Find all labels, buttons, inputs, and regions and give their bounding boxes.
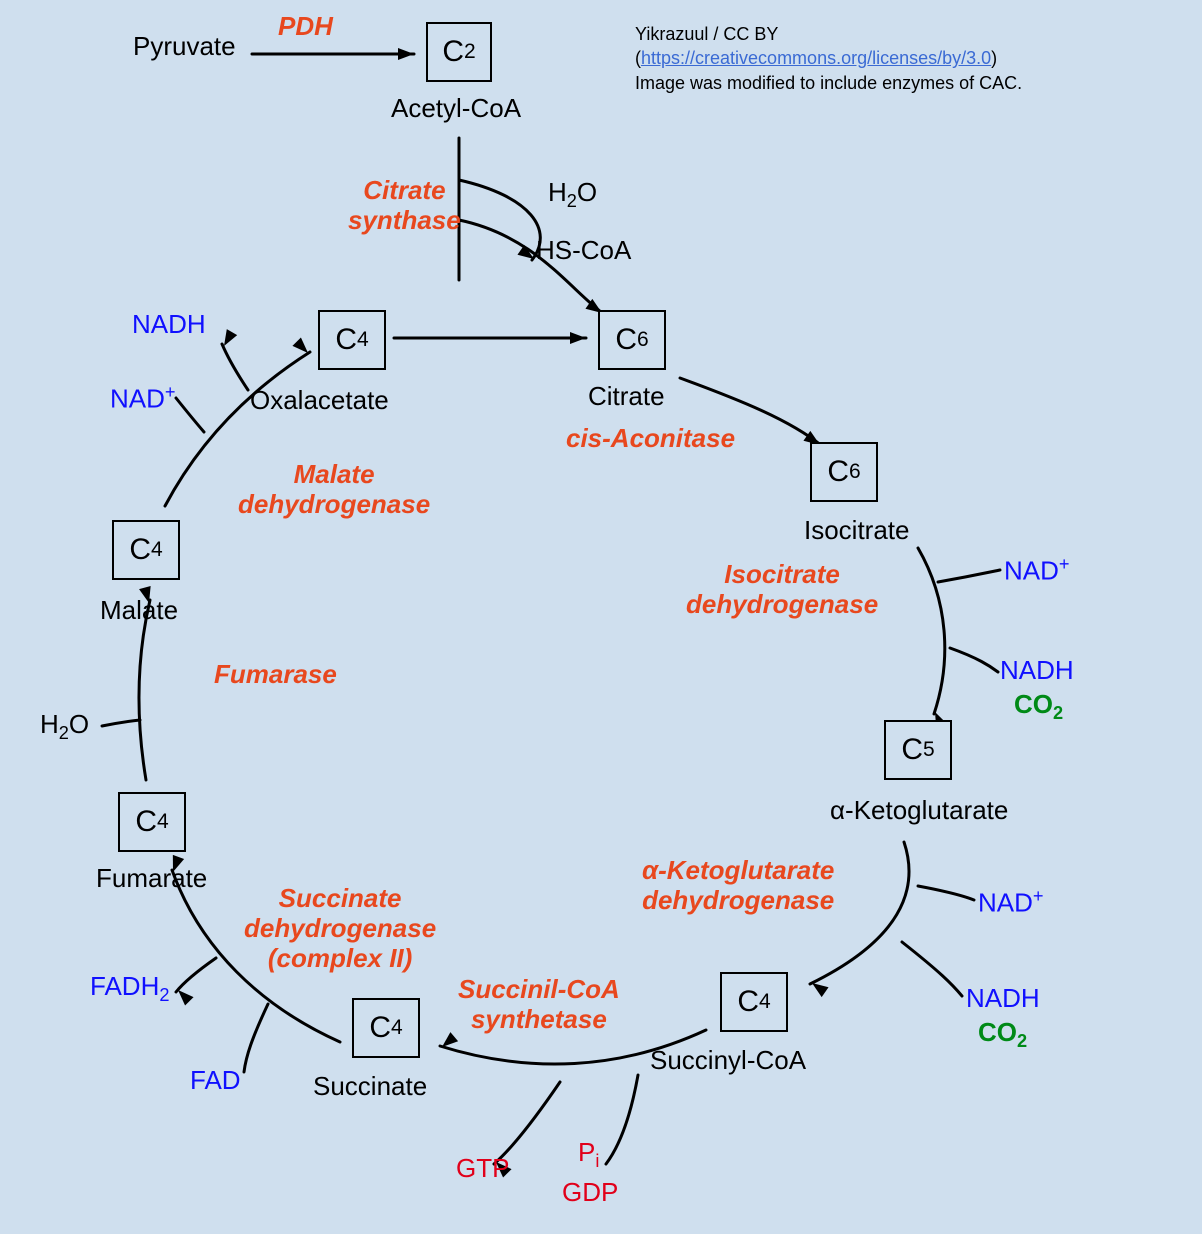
label-pyruvate: Pyruvate — [133, 32, 236, 62]
label-gdp: GDP — [562, 1178, 618, 1208]
label-h2o_left: H2O — [40, 710, 89, 744]
enzyme-isodh: Isocitratedehydrogenase — [686, 560, 878, 620]
label-hscoa: HS-CoA — [536, 236, 631, 266]
carbon-box-c6b: C6 — [810, 442, 878, 502]
label-nadh_tl: NADH — [132, 310, 206, 340]
label-nadp_r1: NAD+ — [1004, 554, 1070, 587]
label-succcoa: Succinyl-CoA — [650, 1046, 806, 1076]
label-nadh_r1: NADH — [1000, 656, 1074, 686]
label-nadp_r2: NAD+ — [978, 886, 1044, 919]
enzyme-citsyn: Citratesynthase — [348, 176, 461, 236]
carbon-box-c4d: C4 — [352, 998, 420, 1058]
label-co2_r1: CO2 — [1014, 690, 1063, 724]
label-succinate: Succinate — [313, 1072, 427, 1102]
carbon-box-c4a: C4 — [318, 310, 386, 370]
enzyme-pdh: PDH — [278, 12, 333, 42]
carbon-box-c5: C5 — [884, 720, 952, 780]
enzyme-maldh: Malatedehydrogenase — [238, 460, 430, 520]
label-fumarate: Fumarate — [96, 864, 207, 894]
attribution-line3: Image was modified to include enzymes of… — [635, 73, 1022, 93]
label-isocitrate: Isocitrate — [804, 516, 910, 546]
label-oxalacetate: Oxalacetate — [250, 386, 389, 416]
carbon-box-c4c: C4 — [118, 792, 186, 852]
label-pi: Pi — [578, 1138, 599, 1172]
enzyme-fumarase: Fumarase — [214, 660, 337, 690]
label-akg: α-Ketoglutarate — [830, 796, 1008, 826]
carbon-box-c6a: C6 — [598, 310, 666, 370]
label-malate: Malate — [100, 596, 178, 626]
carbon-box-c2: C2 — [426, 22, 492, 82]
label-nadp_tl: NAD+ — [110, 382, 176, 415]
enzyme-cisacon: cis-Aconitase — [566, 424, 735, 454]
enzyme-succoas: Succinil-CoAsynthetase — [458, 975, 620, 1035]
carbon-box-c4e: C4 — [720, 972, 788, 1032]
carbon-box-c4b: C4 — [112, 520, 180, 580]
label-gtp: GTP — [456, 1154, 509, 1184]
attribution-line1: Yikrazuul / CC BY — [635, 24, 778, 44]
label-h2o_top: H2O — [548, 178, 597, 212]
label-fad: FAD — [190, 1066, 241, 1096]
enzyme-succdh: Succinatedehydrogenase(complex II) — [244, 884, 436, 974]
label-acetylcoa: Acetyl-CoA — [391, 94, 521, 124]
enzyme-akgdh: α-Ketoglutaratedehydrogenase — [642, 856, 834, 916]
label-citrate: Citrate — [588, 382, 665, 412]
label-fadh2: FADH2 — [90, 972, 169, 1006]
attribution-block: Yikrazuul / CC BY (https://creativecommo… — [635, 22, 1022, 95]
label-co2_r2: CO2 — [978, 1018, 1027, 1052]
label-nadh_r2: NADH — [966, 984, 1040, 1014]
attribution-link[interactable]: https://creativecommons.org/licenses/by/… — [641, 48, 991, 68]
attribution-paren-close: ) — [991, 48, 997, 68]
